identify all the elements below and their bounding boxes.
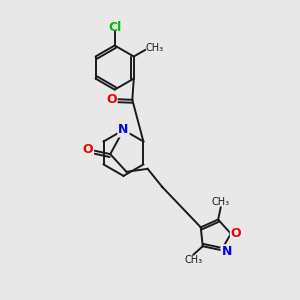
Text: Cl: Cl xyxy=(108,21,121,34)
Text: CH₃: CH₃ xyxy=(145,44,163,53)
Text: N: N xyxy=(118,124,129,136)
Text: O: O xyxy=(106,93,117,106)
Text: CH₃: CH₃ xyxy=(212,196,230,207)
Text: O: O xyxy=(231,226,242,240)
Text: N: N xyxy=(221,245,232,258)
Text: CH₃: CH₃ xyxy=(184,255,202,266)
Text: O: O xyxy=(83,142,94,156)
